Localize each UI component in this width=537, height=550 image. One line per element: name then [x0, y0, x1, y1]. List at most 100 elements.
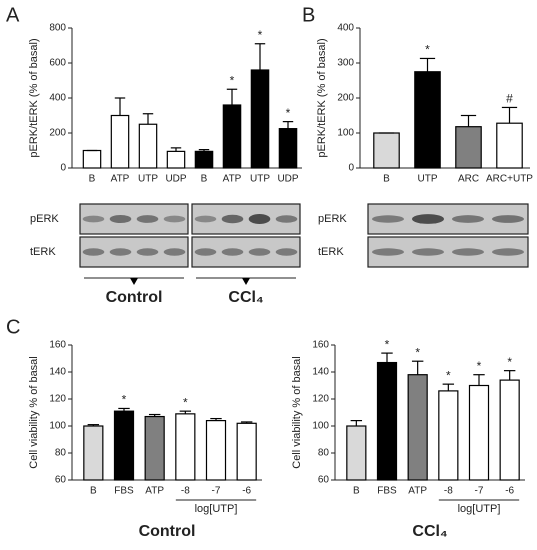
panel-letter: B: [302, 4, 315, 26]
y-tick-label: 140: [49, 367, 66, 378]
bar: [83, 425, 104, 481]
annotation: *: [507, 355, 512, 369]
x-tick-label: ATP: [145, 486, 164, 497]
bar: [138, 123, 158, 169]
x-tick-label: UTP: [250, 174, 270, 185]
blot-band: [452, 215, 484, 223]
y-tick-label: 400: [337, 23, 354, 34]
annotation: *: [385, 337, 390, 351]
blot-band: [452, 248, 484, 256]
x-tick-label: ARC+UTP: [486, 174, 533, 185]
x-tick-label: B: [201, 174, 208, 185]
y-tick-label: 60: [55, 475, 67, 486]
group-label: Control: [106, 289, 163, 306]
y-axis-label: pERK/tERK (% of basal): [28, 38, 40, 157]
y-tick-label: 80: [318, 448, 330, 459]
blot-band: [248, 248, 271, 256]
x-tick-label: -8: [444, 486, 453, 497]
blot-band: [163, 248, 186, 256]
blot-band: [275, 215, 298, 223]
panel-letter: C: [6, 316, 20, 338]
blot-band: [412, 214, 444, 224]
bar: [438, 390, 459, 481]
blot-frame: [191, 203, 301, 235]
blot-band: [194, 215, 217, 223]
blot-label: pERK: [318, 213, 347, 225]
blot-band: [221, 248, 244, 256]
bar: [496, 122, 523, 169]
bar: [346, 425, 367, 481]
y-tick-label: 120: [312, 394, 329, 405]
blot-band: [163, 215, 186, 223]
blot-frame: [79, 203, 189, 235]
bar: [376, 361, 398, 481]
y-tick-label: 160: [49, 340, 66, 351]
x-tick-label: -7: [475, 486, 484, 497]
bar: [205, 420, 227, 481]
group-arrow: [130, 278, 138, 285]
annotation: *: [477, 359, 482, 373]
x-tick-label: FBS: [377, 486, 397, 497]
panel-letter: A: [6, 4, 20, 26]
blot-label: tERK: [30, 246, 56, 258]
blot-band: [372, 215, 404, 223]
y-tick-label: 120: [49, 394, 66, 405]
blot-band: [248, 214, 271, 224]
blot-band: [372, 248, 404, 256]
y-tick-label: 300: [337, 58, 354, 69]
x-tick-label: UTP: [138, 174, 158, 185]
chart-title: Control: [139, 523, 196, 540]
annotation: *: [230, 73, 235, 87]
bar: [166, 150, 186, 169]
blot-band: [109, 248, 132, 256]
annotation: *: [122, 393, 127, 407]
x-tick-label: -7: [212, 486, 221, 497]
blot-band: [109, 214, 132, 224]
y-axis-label: Cell viability % of basal: [291, 356, 303, 469]
x-tick-label: FBS: [114, 486, 134, 497]
blot-band: [275, 248, 298, 256]
y-tick-label: 800: [49, 23, 66, 34]
y-tick-label: 80: [55, 448, 67, 459]
bar: [222, 104, 242, 169]
y-tick-label: 100: [337, 128, 354, 139]
chart-title: CCl₄: [412, 523, 447, 540]
y-tick-label: 140: [312, 367, 329, 378]
annotation: *: [415, 345, 420, 359]
x-tick-label: -6: [505, 486, 514, 497]
bar: [110, 114, 130, 169]
y-tick-label: 160: [312, 340, 329, 351]
x-tick-label: -8: [181, 486, 190, 497]
group-arrow: [242, 278, 250, 285]
blot-band: [136, 215, 159, 223]
x-tick-label: ATP: [223, 174, 242, 185]
blot-band: [412, 248, 444, 256]
y-tick-label: 200: [337, 93, 354, 104]
blot-band: [194, 248, 217, 256]
blot-band: [221, 214, 244, 224]
bar: [113, 410, 135, 481]
x-axis-label: log[UTP]: [458, 503, 501, 515]
y-tick-label: 400: [49, 93, 66, 104]
x-tick-label: B: [383, 174, 390, 185]
x-tick-label: ATP: [111, 174, 130, 185]
blot-label: pERK: [30, 213, 59, 225]
bar: [455, 126, 482, 169]
bar: [373, 132, 400, 169]
annotation: *: [183, 395, 188, 409]
annotation: *: [258, 28, 263, 42]
x-tick-label: UDP: [277, 174, 298, 185]
blot-band: [136, 248, 159, 256]
y-tick-label: 100: [49, 421, 66, 432]
y-tick-label: 0: [60, 163, 66, 174]
y-tick-label: 60: [318, 475, 330, 486]
bar: [250, 69, 270, 169]
bar: [194, 150, 214, 169]
blot-band: [82, 215, 105, 223]
x-axis-label: log[UTP]: [195, 503, 238, 515]
x-tick-label: ARC: [458, 174, 479, 185]
annotation: *: [286, 106, 291, 120]
x-tick-label: ATP: [408, 486, 427, 497]
x-tick-label: B: [353, 486, 360, 497]
